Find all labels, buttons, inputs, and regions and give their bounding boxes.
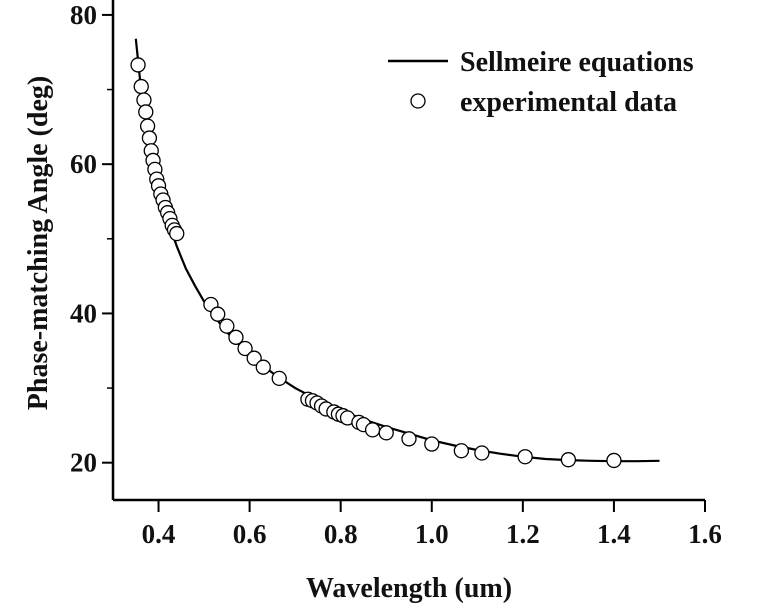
y-tick-label: 20 [70, 448, 97, 478]
experimental-point [517, 449, 533, 465]
experimental-point [219, 318, 235, 334]
y-tick-label: 80 [70, 0, 97, 30]
y-tick-label: 40 [70, 298, 97, 328]
x-tick-label: 0.4 [142, 519, 176, 549]
legend-label-sellmeire: Sellmeire equations [460, 47, 694, 78]
experimental-point [364, 422, 381, 438]
legend: Sellmeire equations experimental data [388, 47, 694, 118]
legend-label-experimental: experimental data [460, 87, 677, 118]
experimental-point [378, 425, 394, 441]
experimental-point [133, 78, 149, 95]
legend-marker-swatch [410, 93, 426, 109]
experimental-point [130, 57, 146, 73]
x-tick-label: 0.6 [233, 519, 267, 549]
experimental-point [474, 445, 490, 461]
experimental-point [560, 452, 577, 468]
y-axis-title: Phase-matching Angle (deg) [23, 76, 54, 410]
experimental-point [138, 104, 154, 120]
experimental-point [606, 452, 622, 469]
experimental-point [255, 359, 271, 375]
x-tick-label: 1.0 [415, 519, 449, 549]
experimental-point [424, 436, 440, 452]
x-tick-label: 1.4 [597, 519, 631, 549]
experimental-point [237, 340, 253, 357]
experimental-point [453, 443, 470, 459]
ticks: 0.4 0.6 0.8 1.0 1.2 1.4 1.6 20 40 60 80 [70, 0, 722, 549]
x-tick-label: 0.8 [324, 519, 358, 549]
x-tick-label: 1.6 [688, 519, 722, 549]
experimental-point [246, 350, 262, 366]
experimental-point [228, 329, 244, 345]
experimental-point [210, 306, 226, 322]
series-layer [130, 38, 660, 469]
y-tick-label: 60 [70, 149, 97, 179]
experimental-point [271, 370, 287, 387]
experimental-point [401, 431, 417, 447]
experimental-point [169, 225, 185, 242]
x-tick-label: 1.2 [506, 519, 540, 549]
x-axis-title: Wavelength (um) [306, 573, 512, 604]
experimental-point [141, 130, 158, 146]
axes [111, 0, 705, 502]
